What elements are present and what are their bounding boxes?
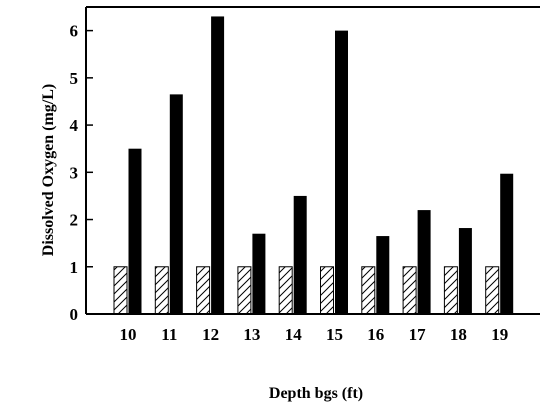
y-tick-label: 0 (70, 305, 79, 324)
bar-solid (500, 173, 514, 314)
bar-solid (458, 228, 472, 314)
y-tick-label: 1 (70, 258, 79, 277)
y-tick-label: 4 (70, 116, 79, 135)
bar-solid (128, 148, 142, 314)
bar-hatched (237, 266, 252, 315)
x-tick-label: 15 (326, 325, 343, 344)
bar-hatched (402, 266, 417, 315)
y-tick-label: 2 (70, 211, 79, 230)
x-tick-label: 10 (120, 325, 137, 344)
x-tick-labels: 10 11 12 13 14 15 16 17 18 19 (120, 325, 509, 344)
bar-solid (376, 236, 390, 314)
x-axis-title: Depth bgs (ft) (269, 385, 363, 402)
bar-hatched (113, 266, 128, 315)
bar-hatched (154, 266, 169, 315)
y-tick-label: 6 (70, 22, 79, 41)
x-tick-label: 14 (285, 325, 303, 344)
bar-solid (335, 30, 348, 314)
x-tick-label: 11 (161, 325, 177, 344)
bars-group (113, 16, 514, 315)
x-tick-label: 19 (491, 325, 508, 344)
bar-hatched (361, 266, 376, 315)
bar-hatched (320, 266, 334, 315)
y-tick-label: 5 (70, 69, 79, 88)
bar-solid (211, 16, 225, 314)
bar-hatched (485, 266, 500, 315)
bar-solid (252, 233, 266, 314)
axes-group (85, 6, 540, 315)
bar-solid (293, 195, 307, 314)
y-axis-title: Dissolved Oxygen (mg/L) (40, 84, 57, 256)
x-tick-label: 17 (409, 325, 427, 344)
y-tick-labels: 0 1 2 3 4 5 6 (70, 22, 79, 324)
bar-hatched (443, 266, 458, 315)
y-tick-label: 3 (70, 163, 79, 182)
bar-hatched (278, 266, 293, 315)
x-tick-label: 13 (243, 325, 260, 344)
x-tick-label: 12 (202, 325, 219, 344)
bar-hatched (196, 266, 211, 315)
bar-solid (417, 210, 431, 314)
bar-solid (169, 94, 183, 314)
x-tick-label: 18 (450, 325, 467, 344)
x-tick-label: 16 (367, 325, 384, 344)
